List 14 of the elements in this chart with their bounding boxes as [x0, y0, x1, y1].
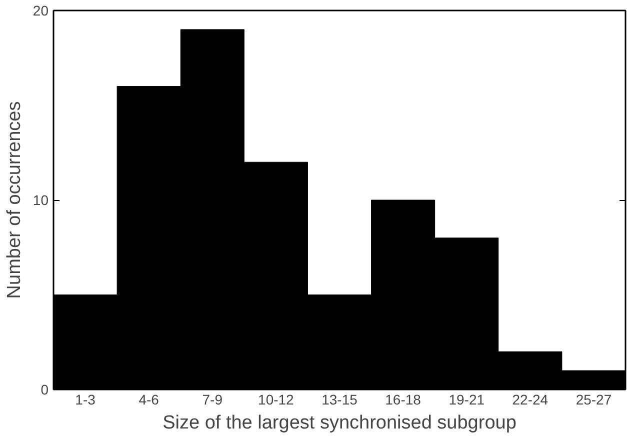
y-tick-label: 20	[32, 2, 49, 18]
x-tick-label: 1-3	[75, 392, 96, 408]
x-tick-label: 19-21	[448, 392, 485, 408]
x-tick-label: 10-12	[258, 392, 294, 408]
y-tick-label: 10	[32, 192, 49, 208]
y-axis-title: Number of occurrences	[4, 101, 25, 299]
x-tick-label: 25-27	[576, 392, 612, 408]
x-tick-label: 13-15	[322, 392, 358, 408]
x-tick-label: 7-9	[202, 392, 223, 408]
x-tick-label: 16-18	[385, 392, 422, 408]
x-tick-label: 22-24	[512, 392, 548, 408]
x-tick-label: 4-6	[138, 392, 160, 408]
y-tick-label: 0	[40, 382, 49, 398]
x-axis-title: Size of the largest synchronised subgroup	[162, 412, 516, 434]
